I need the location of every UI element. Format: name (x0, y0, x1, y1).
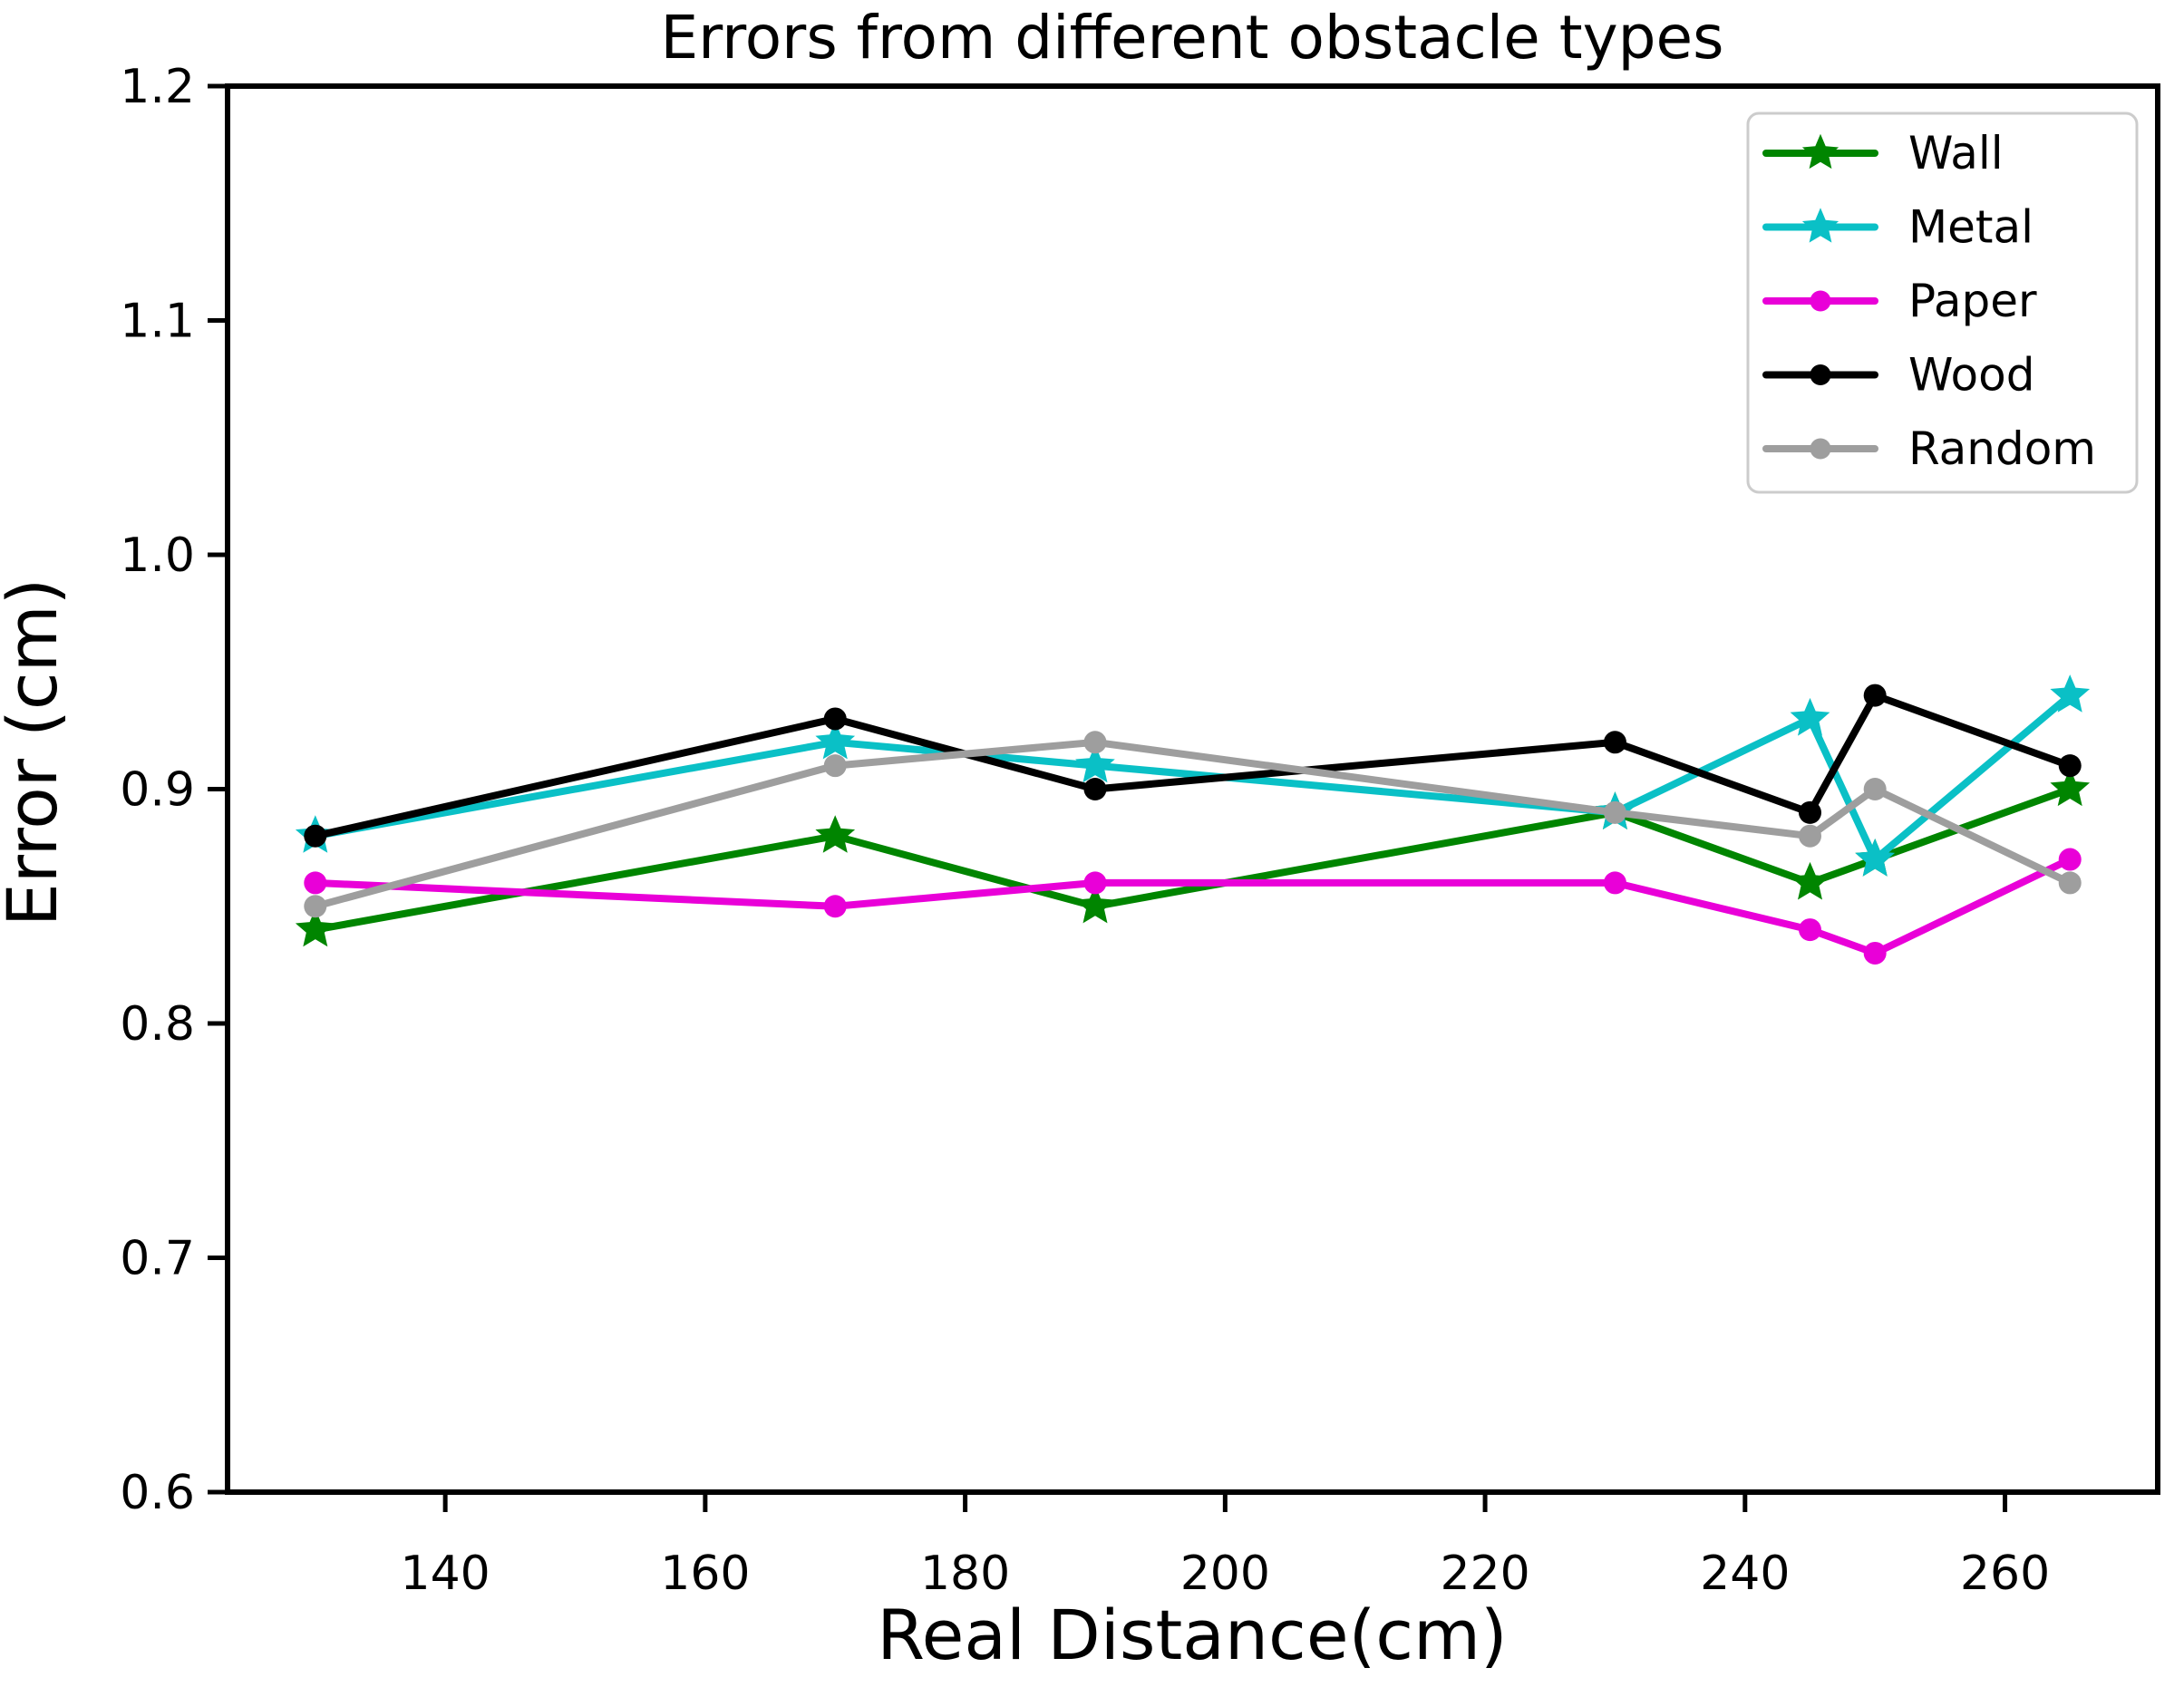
y-tick-label: 0.9 (120, 763, 195, 818)
y-tick-label: 0.6 (120, 1466, 195, 1520)
legend-label: Wall (1908, 127, 2004, 179)
x-tick-label: 140 (401, 1547, 490, 1601)
y-axis-ticks: 0.6 0.7 0.8 0.9 1.0 1.1 1.2 (120, 60, 228, 1520)
legend: Wall Metal Paper Wood Random (1746, 112, 2139, 494)
star-marker (1075, 885, 1115, 924)
circle-marker (1083, 871, 1107, 895)
circle-marker (823, 754, 847, 778)
x-tick-label: 260 (1960, 1547, 2050, 1601)
circle-marker (1863, 778, 1887, 800)
x-axis-label: Real Distance(cm) (877, 1595, 1507, 1675)
star-marker (1855, 839, 1896, 877)
legend-label: Metal (1908, 201, 2034, 254)
y-tick-label: 1.1 (120, 295, 195, 349)
circle-marker (1603, 800, 1626, 824)
circle-marker (1798, 800, 1821, 824)
y-tick-label: 0.7 (120, 1232, 195, 1286)
circle-marker (1863, 941, 1887, 965)
x-tick-label: 220 (1440, 1547, 1529, 1601)
legend-label: Wood (1908, 349, 2034, 402)
star-marker (2050, 674, 2091, 713)
circle-marker (1810, 290, 1831, 312)
circle-marker (2058, 848, 2082, 871)
star-marker (1801, 133, 1839, 170)
circle-marker (1083, 778, 1107, 800)
series-random (304, 731, 2082, 918)
legend-entry-wood: Wood (1762, 349, 2034, 402)
circle-marker (1603, 871, 1626, 895)
circle-marker (1798, 918, 1821, 942)
star-marker (1790, 861, 1830, 900)
circle-marker (823, 895, 847, 918)
series-layer (295, 674, 2091, 965)
circle-marker (1810, 438, 1831, 460)
legend-entry-metal: Metal (1762, 201, 2034, 254)
legend-label: Paper (1908, 275, 2037, 327)
series-wood (304, 684, 2082, 848)
star-marker (815, 815, 856, 853)
star-marker (1790, 697, 1830, 736)
x-tick-label: 180 (920, 1547, 1010, 1601)
circle-marker (1603, 731, 1626, 754)
legend-entry-paper: Paper (1762, 275, 2037, 327)
circle-marker (1810, 364, 1831, 385)
y-axis-label: Error (cm) (0, 578, 73, 927)
star-marker (1801, 208, 1839, 243)
legend-entry-wall: Wall (1762, 127, 2004, 179)
star-marker (2050, 768, 2091, 807)
circle-marker (304, 824, 327, 848)
star-marker (815, 721, 856, 760)
legend-entry-random: Random (1762, 422, 2096, 475)
circle-marker (304, 895, 327, 918)
circle-marker (1798, 824, 1821, 848)
y-tick-label: 1.0 (120, 528, 195, 583)
circle-marker (1863, 684, 1887, 707)
x-axis-ticks: 140 160 180 200 220 240 260 (401, 1492, 2050, 1601)
star-marker (1075, 744, 1115, 783)
series-paper (304, 848, 2082, 965)
star-marker (295, 908, 335, 947)
x-tick-label: 240 (1700, 1547, 1790, 1601)
circle-marker (1083, 731, 1107, 754)
y-tick-label: 0.8 (120, 997, 195, 1052)
circle-marker (2058, 754, 2082, 778)
y-tick-label: 1.2 (120, 60, 195, 114)
legend-box (1746, 112, 2139, 494)
circle-marker (2058, 871, 2082, 895)
x-tick-label: 160 (660, 1547, 750, 1601)
chart-title: Errors from different obstacle types (660, 3, 1723, 73)
x-tick-label: 200 (1180, 1547, 1270, 1601)
legend-label: Random (1908, 422, 2096, 475)
circle-marker (823, 707, 847, 731)
circle-marker (304, 871, 327, 895)
series-metal (295, 674, 2091, 877)
